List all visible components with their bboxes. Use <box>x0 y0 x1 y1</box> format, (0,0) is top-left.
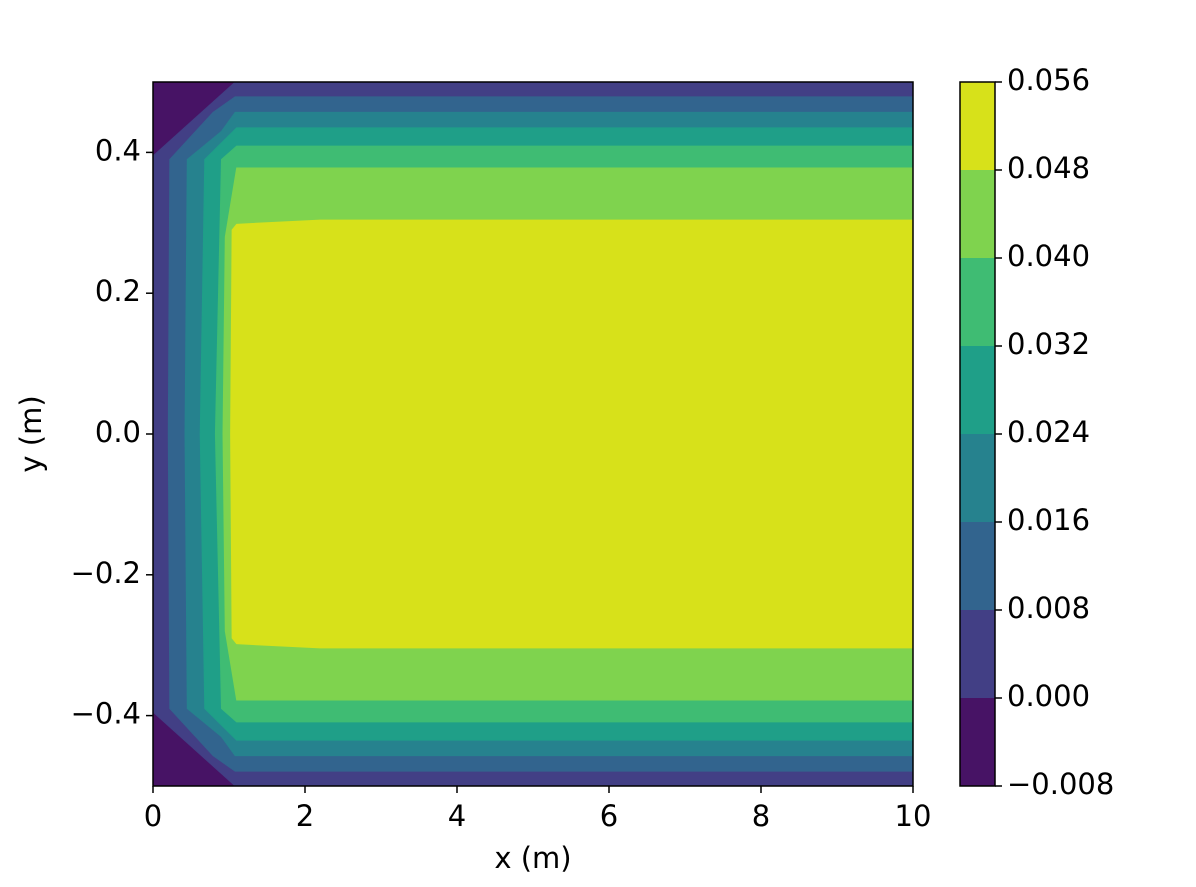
x-tick-label: 6 <box>600 799 618 833</box>
colorbar-band <box>960 434 995 522</box>
colorbar-tick-label: 0.016 <box>1007 503 1090 537</box>
x-tick-label: 10 <box>895 799 932 833</box>
colorbar-band <box>960 698 995 786</box>
y-tick-label: −0.4 <box>71 697 141 731</box>
colorbar-tick-label: −0.008 <box>1007 767 1114 801</box>
x-tick-label: 0 <box>144 799 162 833</box>
colorbar-tick-label: 0.032 <box>1007 327 1090 361</box>
colorbar-tick-label: 0.056 <box>1007 63 1090 97</box>
colorbar-band <box>960 82 995 170</box>
y-axis-label: y (m) <box>14 395 48 472</box>
colorbar-band <box>960 170 995 258</box>
colorbar-tick-label: 0.040 <box>1007 239 1090 273</box>
y-tick-label: −0.2 <box>71 556 141 590</box>
contour-band <box>230 219 914 649</box>
colorbar-tick-label: 0.024 <box>1007 415 1090 449</box>
colorbar-tick-label: 0.048 <box>1007 151 1090 185</box>
colorbar-band <box>960 258 995 346</box>
colorbar-band <box>960 610 995 698</box>
y-tick-label: 0.0 <box>95 415 141 449</box>
colorbar-band <box>960 522 995 610</box>
y-tick-label: 0.2 <box>95 274 141 308</box>
x-tick-label: 4 <box>448 799 466 833</box>
y-tick-label: 0.4 <box>95 133 141 167</box>
x-tick-label: 2 <box>296 799 314 833</box>
colorbar-band <box>960 346 995 434</box>
x-tick-label: 8 <box>752 799 770 833</box>
colorbar-tick-label: 0.000 <box>1007 679 1090 713</box>
x-axis-label: x (m) <box>494 841 571 875</box>
colorbar-tick-label: 0.008 <box>1007 591 1090 625</box>
